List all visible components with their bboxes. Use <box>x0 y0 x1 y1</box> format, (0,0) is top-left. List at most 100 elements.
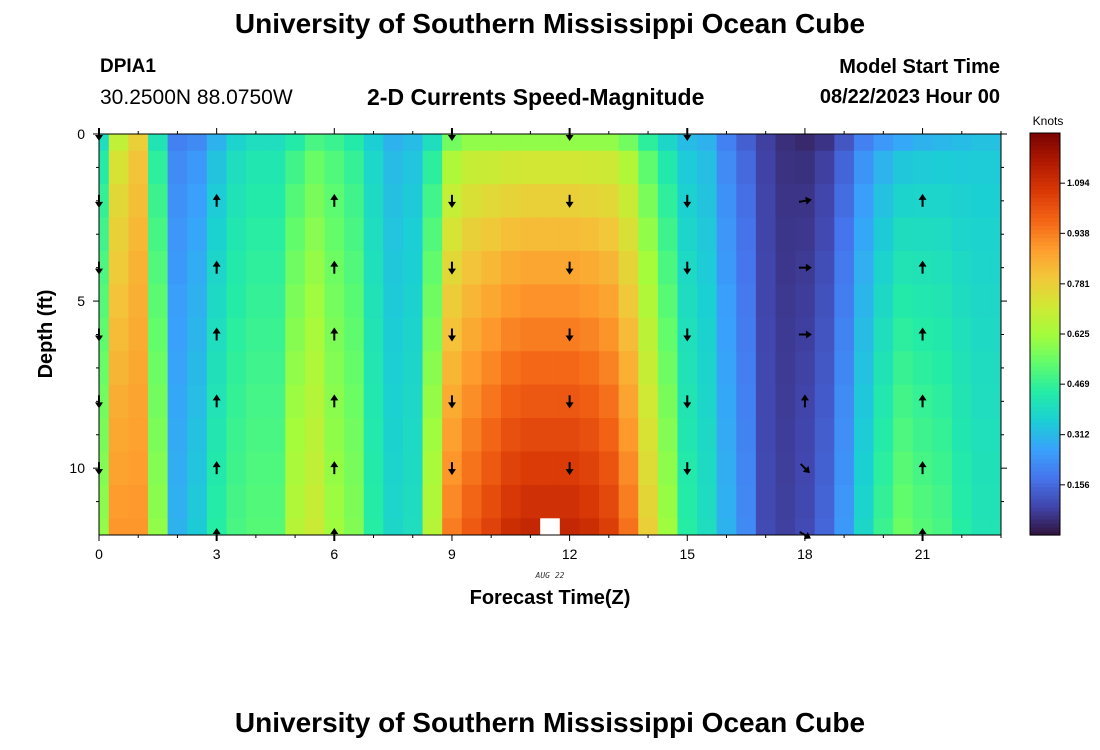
colorbar-step <box>1030 522 1060 528</box>
heatmap-cell <box>108 451 129 486</box>
heatmap-cell <box>697 317 718 352</box>
heatmap-cell <box>246 351 267 386</box>
heatmap-cell <box>481 150 502 185</box>
arrow-head <box>918 528 927 534</box>
heatmap-cell <box>344 484 365 519</box>
heatmap-cell <box>932 184 953 219</box>
heatmap-cell <box>618 317 639 352</box>
arrow-head <box>212 528 221 534</box>
colorbar-step <box>1030 221 1060 227</box>
heatmap-cell <box>304 184 325 219</box>
heatmap-cell <box>755 284 776 319</box>
heatmap-cell <box>167 250 188 285</box>
heatmap-cell <box>677 351 698 386</box>
heatmap-cell <box>853 134 875 152</box>
heatmap-cell <box>383 184 404 219</box>
colorbar-step <box>1030 358 1060 363</box>
heatmap-cell <box>638 418 659 452</box>
heatmap-cell <box>383 418 404 452</box>
arrow-head <box>683 469 692 476</box>
heatmap-cell <box>206 351 227 386</box>
heatmap-cell <box>971 317 992 352</box>
heatmap-cell <box>795 518 816 536</box>
heatmap-cell <box>500 518 522 536</box>
heatmap-cell <box>932 217 953 252</box>
arrow-head <box>683 135 692 141</box>
heatmap-cell <box>402 284 424 319</box>
heatmap-cell <box>775 518 796 536</box>
heatmap-cell <box>402 217 424 252</box>
heatmap-cell <box>638 134 659 152</box>
heatmap-cell <box>932 134 953 152</box>
colorbar-step <box>1030 502 1060 508</box>
heatmap-cell <box>304 351 325 386</box>
heatmap-cell <box>775 184 796 219</box>
heatmap-cell <box>834 451 855 486</box>
heatmap-cell <box>599 217 620 252</box>
heatmap-cell <box>932 351 953 386</box>
heatmap-cell <box>834 250 855 285</box>
heatmap-cell <box>755 217 776 252</box>
heatmap-cell <box>971 351 992 386</box>
heatmap-cell <box>755 250 776 285</box>
heatmap-cell <box>697 351 718 386</box>
colorbar-step <box>1030 173 1060 178</box>
colorbar-tick-label: 0.781 <box>1067 279 1090 289</box>
heatmap-cell <box>422 284 443 319</box>
heatmap-cell <box>324 418 345 452</box>
colorbar-step <box>1030 442 1060 448</box>
heatmap-cell <box>246 317 267 352</box>
arrow-head <box>683 402 692 409</box>
heatmap-cell <box>304 451 325 486</box>
heatmap-cell <box>304 284 325 319</box>
heatmap-cell <box>324 150 345 185</box>
heatmap-cell <box>128 418 149 452</box>
heatmap-cell <box>383 484 404 519</box>
heatmap-cell <box>324 217 345 252</box>
heatmap-cell <box>775 418 796 452</box>
heatmap-cell <box>246 484 267 519</box>
heatmap-cell <box>618 250 639 285</box>
heatmap-cell <box>461 134 482 152</box>
heatmap-cell <box>755 184 776 219</box>
heatmap-cell <box>363 134 384 152</box>
colorbar-step <box>1030 458 1060 464</box>
current-vector-arrow <box>447 462 456 476</box>
heatmap-cell <box>383 284 404 319</box>
heatmap-cell <box>971 150 992 185</box>
heatmap-cell <box>951 317 973 352</box>
heatmap-cell <box>775 451 796 486</box>
heatmap-cell <box>99 317 110 352</box>
current-vector-arrow <box>683 462 692 476</box>
heatmap-cell <box>422 134 443 152</box>
heatmap-cell <box>442 351 463 386</box>
colorbar-unit-label: Knots <box>1033 114 1064 128</box>
heatmap-cell <box>814 418 835 452</box>
current-vector-arrow <box>447 328 456 342</box>
colorbar-step <box>1030 153 1060 158</box>
colorbar-step <box>1030 169 1060 174</box>
chart-title: University of Southern Mississippi Ocean… <box>234 8 866 39</box>
heatmap-cell <box>520 484 541 519</box>
heatmap-cell <box>795 284 816 319</box>
arrow-head <box>330 394 339 401</box>
heatmap-cell <box>657 418 678 452</box>
heatmap-cell <box>991 518 1002 536</box>
heatmap-cell <box>618 184 639 219</box>
heatmap-cell <box>99 351 110 386</box>
heatmap-cell <box>226 150 247 185</box>
heatmap-cell <box>226 134 247 152</box>
heatmap-cell <box>716 284 737 319</box>
heatmap-cell <box>520 351 541 386</box>
heatmap-cell <box>873 484 894 519</box>
heatmap-cell <box>657 384 678 419</box>
heatmap-cell <box>893 184 914 219</box>
heatmap-cell <box>461 418 482 452</box>
colorbar-step <box>1030 317 1060 323</box>
heatmap-cell <box>736 484 757 519</box>
heatmap-cell <box>716 250 737 285</box>
heatmap-cell <box>206 518 227 536</box>
heatmap-cell <box>520 284 541 319</box>
heatmap-cell <box>246 384 267 419</box>
heatmap-cell <box>638 384 659 419</box>
